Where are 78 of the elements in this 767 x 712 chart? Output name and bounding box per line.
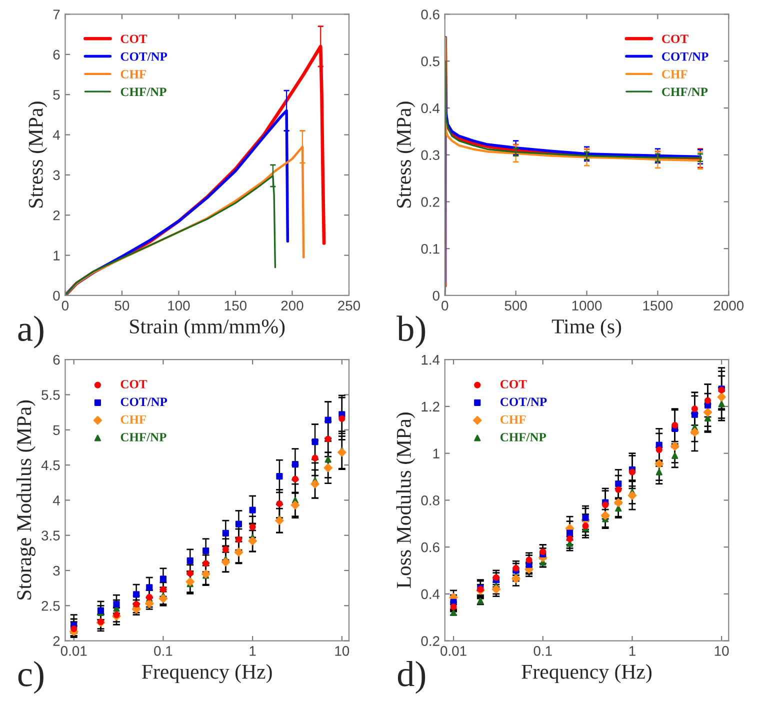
x-tick-label: 250	[338, 300, 360, 311]
y-tick-label: 4	[52, 130, 60, 140]
legend-label: CHF/NP	[662, 88, 708, 96]
y-tick-label: 3	[53, 566, 60, 576]
x-axis-title: Frequency (Hz)	[142, 664, 272, 684]
legend-label: CHF	[120, 415, 146, 424]
legend-label: COT	[120, 34, 148, 44]
y-tick-label: 0.5	[421, 56, 440, 66]
y-tick-label: 4.5	[41, 460, 60, 470]
x-tick-label: 1	[629, 646, 636, 656]
y-tick-label: 6	[53, 50, 60, 60]
y-tick-label: 0.4	[421, 589, 440, 600]
y-tick-label: 2	[53, 636, 60, 646]
legend-label: COT	[662, 34, 688, 44]
y-tick-label: 2	[53, 210, 60, 220]
legend-label: COT/NP	[500, 398, 547, 406]
legend-label: COT/NP	[120, 398, 168, 406]
x-axis-title: Time (s)	[552, 318, 622, 338]
x-tick-label: 1	[250, 646, 256, 656]
x-tick-label: 0.1	[534, 646, 552, 656]
y-tick-label: 0.1	[421, 244, 440, 254]
y-tick-label: 2.5	[42, 600, 60, 611]
y-tick-label: 0.6	[421, 10, 440, 20]
y-tick-label: 3	[53, 170, 60, 180]
y-tick-label: 0	[432, 290, 440, 301]
x-axis-title: Frequency (Hz)	[522, 664, 652, 684]
x-tick-label: 0	[442, 300, 448, 311]
x-tick-label: 150	[224, 300, 247, 311]
x-axis-title: Strain (mm/mm%)	[130, 318, 285, 338]
legend-label: CHF/NP	[120, 433, 166, 442]
text: b)	[396, 316, 426, 348]
y-tick-label: 4	[52, 496, 60, 506]
x-tick-label: 2000	[714, 300, 744, 311]
legend-label: CHF	[662, 70, 688, 78]
y-tick-label: 0.2	[421, 197, 440, 207]
x-tick-label: 1500	[643, 300, 673, 311]
x-tick-label: 100	[168, 300, 190, 311]
legend-label: COT	[120, 380, 148, 388]
legend-label: CHF/NP	[500, 433, 546, 442]
y-tick-label: 6	[53, 354, 60, 365]
legend-label: COT/NP	[662, 52, 708, 61]
y-axis-title: Storage Modulus (MPa)	[16, 400, 36, 600]
y-tick-label: 0.4	[421, 103, 440, 114]
y-tick-label: 1.4	[422, 355, 440, 365]
y-tick-label: 3.5	[42, 530, 60, 541]
y-tick-label: 5	[53, 90, 60, 100]
y-tick-label: 1.2	[422, 402, 440, 412]
x-tick-label: 0	[62, 300, 69, 311]
y-tick-label: 5.5	[42, 390, 60, 400]
y-axis-title: Stress (MPa)	[28, 102, 48, 208]
y-tick-label: 1	[54, 250, 60, 260]
legend-label: CHF/NP	[120, 88, 166, 96]
legend-label: COT	[500, 380, 527, 388]
y-axis-title: Loss Modulus (MPa)	[396, 412, 416, 588]
y-tick-label: 0	[53, 290, 60, 301]
x-tick-label: 200	[281, 300, 304, 311]
y-tick-label: 1	[433, 448, 440, 458]
legend-label: CHF	[500, 415, 526, 424]
x-tick-label: 50	[114, 300, 130, 311]
text: d)	[398, 660, 426, 694]
x-tick-label: 10	[335, 646, 350, 656]
y-tick-label: 5	[53, 425, 60, 436]
text: a)	[18, 316, 44, 348]
text: c)	[18, 660, 44, 694]
y-tick-label: 7	[53, 10, 60, 20]
y-tick-label: 0.8	[421, 496, 440, 506]
y-tick-label: 0.6	[421, 542, 440, 552]
x-tick-label: 500	[504, 300, 527, 311]
x-tick-label: 1000	[572, 300, 602, 311]
x-tick-label: 0.01	[60, 646, 87, 656]
x-tick-label: 10	[714, 646, 729, 656]
y-tick-label: 0.2	[421, 636, 440, 646]
y-axis-title: Stress (MPa)	[396, 102, 416, 208]
legend-label: CHF	[120, 70, 146, 78]
legend-label: COT/NP	[120, 52, 168, 61]
y-tick-label: 0.3	[421, 150, 440, 160]
x-tick-label: 0.01	[440, 646, 466, 656]
x-tick-label: 0.1	[154, 646, 172, 656]
